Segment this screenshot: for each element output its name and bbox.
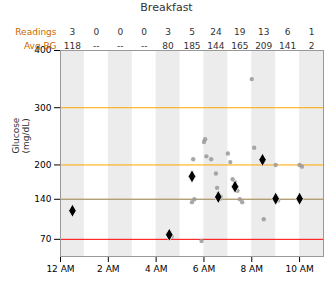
html-text:Breakfast: Breakfast bbox=[140, 1, 193, 14]
svg-text:300: 300 bbox=[34, 103, 51, 113]
svg-text:140: 140 bbox=[34, 194, 51, 204]
svg-text:6 AM: 6 AM bbox=[193, 264, 216, 274]
svg-text:8 AM: 8 AM bbox=[241, 264, 264, 274]
svg-text:144: 144 bbox=[207, 41, 224, 51]
svg-text:5: 5 bbox=[189, 27, 195, 37]
svg-text:24: 24 bbox=[210, 27, 222, 37]
svg-text:1: 1 bbox=[309, 27, 315, 37]
svg-text:0: 0 bbox=[117, 27, 123, 37]
svg-text:141: 141 bbox=[279, 41, 296, 51]
svg-text:2: 2 bbox=[309, 41, 315, 51]
svg-text:Readings: Readings bbox=[15, 27, 57, 37]
svg-text:118: 118 bbox=[64, 41, 81, 51]
svg-text:--: -- bbox=[141, 41, 148, 51]
svg-text:165: 165 bbox=[231, 41, 248, 51]
svg-text:200: 200 bbox=[34, 160, 51, 170]
svg-text:13: 13 bbox=[258, 27, 269, 37]
svg-text:--: -- bbox=[93, 41, 100, 51]
svg-text:Avg BG: Avg BG bbox=[24, 41, 57, 51]
svg-text:6: 6 bbox=[285, 27, 291, 37]
svg-text:2 AM: 2 AM bbox=[97, 264, 120, 274]
svg-text:80: 80 bbox=[162, 41, 174, 51]
svg-text:70: 70 bbox=[40, 234, 52, 244]
svg-text:4 AM: 4 AM bbox=[145, 264, 168, 274]
svg-text:3: 3 bbox=[70, 27, 76, 37]
svg-text:0: 0 bbox=[141, 27, 147, 37]
svg-text:185: 185 bbox=[183, 41, 200, 51]
svg-text:3: 3 bbox=[165, 27, 171, 37]
svg-text:--: -- bbox=[117, 41, 124, 51]
svg-text:10 AM: 10 AM bbox=[285, 264, 313, 274]
svg-text:209: 209 bbox=[255, 41, 272, 51]
svg-text:0: 0 bbox=[93, 27, 99, 37]
svg-text:19: 19 bbox=[234, 27, 246, 37]
svg-text:Glucose(mg/dL): Glucose(mg/dL) bbox=[11, 117, 31, 153]
svg-text:12 AM: 12 AM bbox=[46, 264, 74, 274]
